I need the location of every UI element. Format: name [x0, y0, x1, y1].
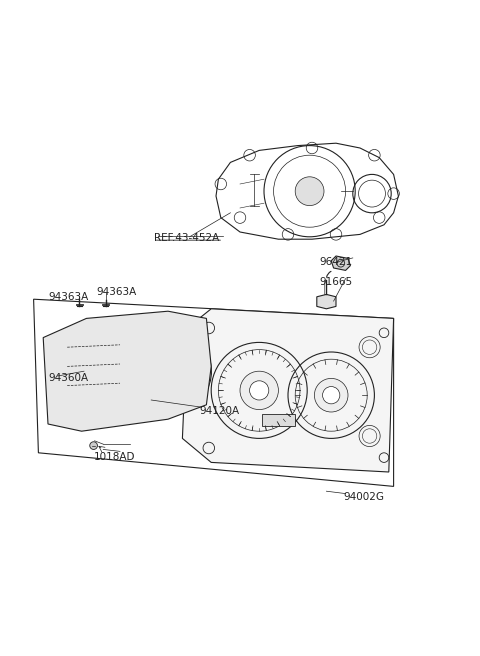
Circle shape — [314, 379, 348, 412]
Text: 94363A: 94363A — [96, 287, 136, 297]
Circle shape — [295, 177, 324, 205]
FancyBboxPatch shape — [262, 415, 295, 426]
Text: 96421: 96421 — [319, 256, 352, 267]
Polygon shape — [331, 256, 350, 270]
Circle shape — [250, 380, 269, 400]
Text: 1018AD: 1018AD — [94, 451, 135, 462]
Text: 94002G: 94002G — [343, 492, 384, 502]
Circle shape — [90, 441, 97, 449]
Circle shape — [323, 386, 340, 404]
Polygon shape — [216, 143, 398, 239]
Text: 94363A: 94363A — [48, 292, 88, 302]
Polygon shape — [43, 311, 211, 431]
Text: 94120A: 94120A — [199, 405, 240, 415]
Polygon shape — [182, 309, 394, 472]
Text: 94360A: 94360A — [48, 373, 88, 383]
Polygon shape — [317, 295, 336, 309]
Text: 91665: 91665 — [319, 277, 352, 287]
Text: REF.43-452A: REF.43-452A — [154, 233, 219, 243]
Circle shape — [240, 371, 278, 409]
